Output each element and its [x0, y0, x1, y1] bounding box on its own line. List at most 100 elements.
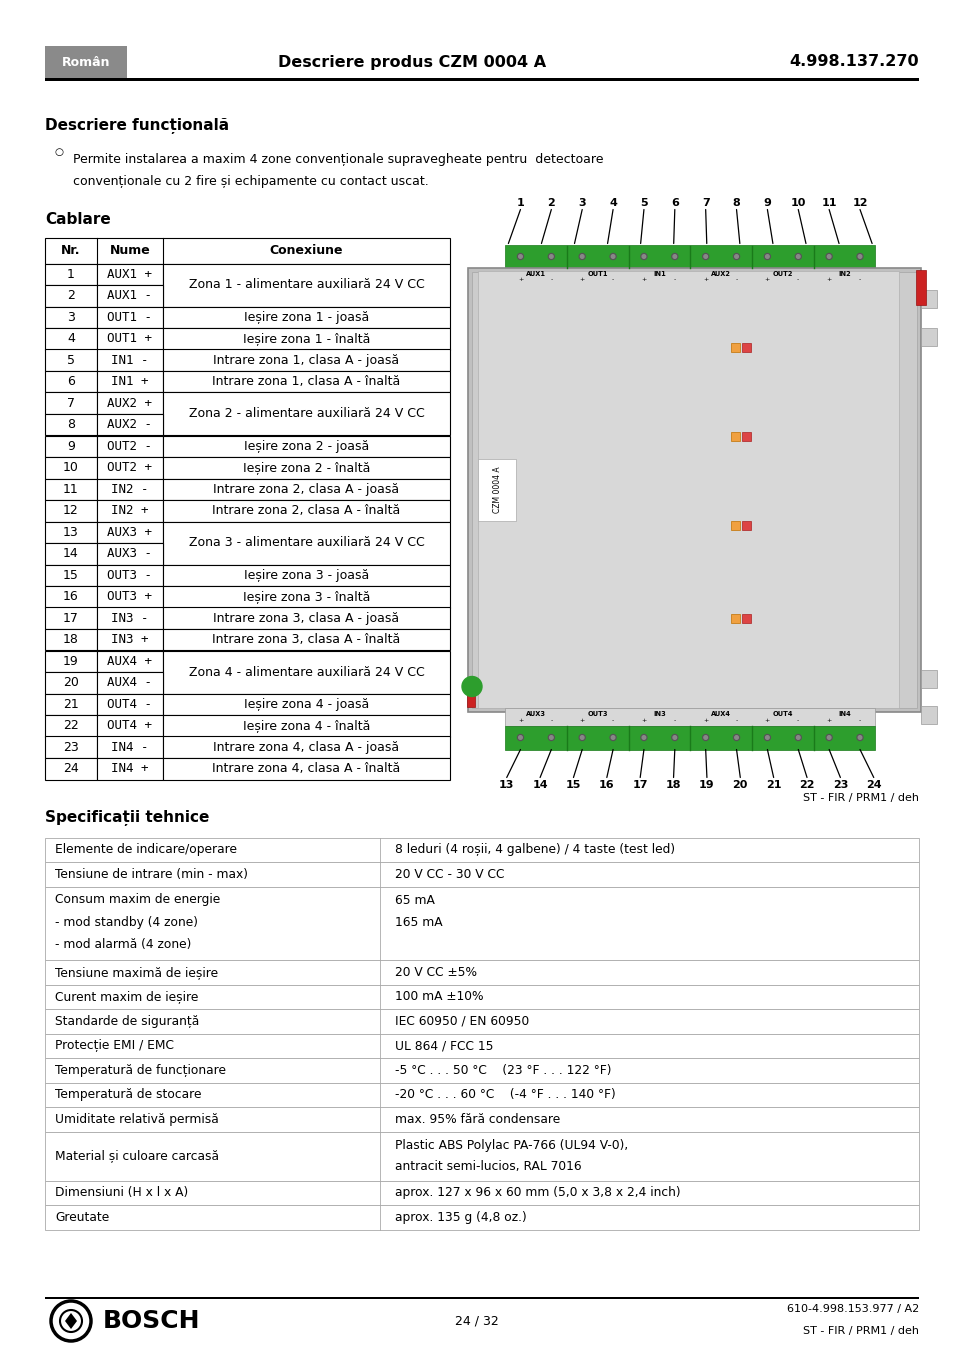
Bar: [163, 693, 450, 715]
Bar: [45, 586, 97, 608]
Bar: [97, 457, 163, 478]
Text: Permite instalarea a maxim 4 zone convenționale supravegheate pentru  detectoare: Permite instalarea a maxim 4 zone conven…: [73, 153, 603, 166]
Text: 2: 2: [67, 289, 75, 303]
Text: IN1: IN1: [652, 270, 665, 277]
Text: 8: 8: [732, 197, 740, 208]
Text: IN4 +: IN4 +: [112, 762, 149, 775]
Bar: [741, 343, 750, 351]
Text: 65 mA: 65 mA: [395, 893, 435, 907]
Text: IN3 +: IN3 +: [112, 634, 149, 646]
Bar: [504, 725, 875, 750]
Bar: [45, 1106, 918, 1132]
Bar: [45, 565, 97, 586]
Text: Greutate: Greutate: [55, 1210, 110, 1224]
Text: Tensiune maximă de ieșire: Tensiune maximă de ieșire: [55, 966, 218, 978]
Text: 1: 1: [517, 197, 524, 208]
Text: Ieșire zona 2 - înaltă: Ieșire zona 2 - înaltă: [243, 461, 370, 474]
Bar: [45, 285, 97, 307]
Text: 24 / 32: 24 / 32: [455, 1315, 498, 1328]
Text: 24: 24: [865, 780, 881, 789]
Text: 100 mA ±10%: 100 mA ±10%: [395, 990, 483, 1004]
Text: 21: 21: [63, 697, 79, 711]
Bar: [163, 736, 450, 758]
Bar: [163, 650, 450, 693]
Bar: [45, 630, 97, 650]
Bar: [920, 327, 936, 346]
Text: 19: 19: [63, 655, 79, 667]
Bar: [97, 350, 163, 372]
Text: 20 V CC - 30 V CC: 20 V CC - 30 V CC: [395, 867, 504, 881]
Text: UL 864 / FCC 15: UL 864 / FCC 15: [395, 1039, 493, 1052]
Circle shape: [518, 736, 521, 739]
Text: 22: 22: [63, 719, 79, 732]
Bar: [45, 985, 918, 1009]
Text: +: +: [640, 719, 646, 724]
Bar: [45, 1297, 918, 1300]
Bar: [97, 435, 163, 457]
Bar: [45, 650, 97, 671]
Text: IN2: IN2: [838, 270, 850, 277]
Text: 6: 6: [67, 376, 75, 388]
Text: IN4 -: IN4 -: [112, 740, 149, 754]
Text: Ieșire zona 4 - joasă: Ieșire zona 4 - joasă: [244, 697, 369, 711]
Circle shape: [672, 736, 676, 739]
Bar: [45, 671, 97, 693]
Text: 18: 18: [63, 634, 79, 646]
Text: Ieșire zona 3 - înaltă: Ieșire zona 3 - înaltă: [243, 590, 370, 604]
Circle shape: [765, 736, 768, 739]
Bar: [730, 613, 739, 623]
Text: OUT2 -: OUT2 -: [108, 439, 152, 453]
Circle shape: [578, 254, 584, 259]
Bar: [45, 715, 97, 736]
Bar: [45, 457, 97, 478]
Circle shape: [733, 735, 739, 740]
Text: Român: Român: [62, 55, 111, 69]
Bar: [97, 758, 163, 780]
Text: -: -: [673, 277, 676, 282]
Text: -: -: [735, 719, 737, 724]
Text: AUX4 +: AUX4 +: [108, 655, 152, 667]
Text: AUX1 +: AUX1 +: [108, 267, 152, 281]
Circle shape: [641, 255, 645, 258]
Text: 12: 12: [851, 197, 867, 208]
Text: max. 95% fără condensare: max. 95% fără condensare: [395, 1113, 559, 1125]
Text: Conexiune: Conexiune: [270, 245, 343, 257]
Circle shape: [796, 255, 800, 258]
Bar: [97, 693, 163, 715]
Bar: [163, 435, 450, 457]
Text: aprox. 127 x 96 x 60 mm (5,0 x 3,8 x 2,4 inch): aprox. 127 x 96 x 60 mm (5,0 x 3,8 x 2,4…: [395, 1186, 679, 1200]
Bar: [45, 1082, 918, 1106]
Text: 4.998.137.270: 4.998.137.270: [788, 54, 918, 69]
Bar: [45, 1009, 918, 1034]
Text: Ieșire zona 1 - înaltă: Ieșire zona 1 - înaltă: [243, 332, 370, 346]
Circle shape: [461, 677, 481, 697]
Text: 5: 5: [67, 354, 75, 366]
Text: Intrare zona 4, clasa A - înaltă: Intrare zona 4, clasa A - înaltă: [213, 762, 400, 775]
Circle shape: [640, 735, 646, 740]
Circle shape: [611, 255, 615, 258]
Circle shape: [640, 254, 646, 259]
Circle shape: [734, 736, 738, 739]
Text: 23: 23: [63, 740, 79, 754]
Text: Material și culoare carcasă: Material și culoare carcasă: [55, 1150, 219, 1162]
Bar: [163, 500, 450, 521]
Text: 3: 3: [578, 197, 585, 208]
Text: 22: 22: [799, 780, 814, 789]
Circle shape: [611, 736, 615, 739]
Text: OUT1 -: OUT1 -: [108, 311, 152, 324]
Bar: [741, 432, 750, 440]
Circle shape: [825, 735, 831, 740]
Text: AUX1: AUX1: [525, 270, 545, 277]
Bar: [97, 736, 163, 758]
Text: -5 °C . . . 50 °C    (23 °F . . . 122 °F): -5 °C . . . 50 °C (23 °F . . . 122 °F): [395, 1063, 611, 1077]
Text: IN3 -: IN3 -: [112, 612, 149, 624]
Bar: [45, 886, 918, 961]
Bar: [97, 263, 163, 285]
Text: AUX1 -: AUX1 -: [108, 289, 152, 303]
Bar: [741, 520, 750, 530]
Bar: [45, 521, 97, 543]
Circle shape: [856, 254, 862, 259]
Bar: [163, 307, 450, 328]
Circle shape: [578, 735, 584, 740]
Text: Cablare: Cablare: [45, 212, 111, 227]
